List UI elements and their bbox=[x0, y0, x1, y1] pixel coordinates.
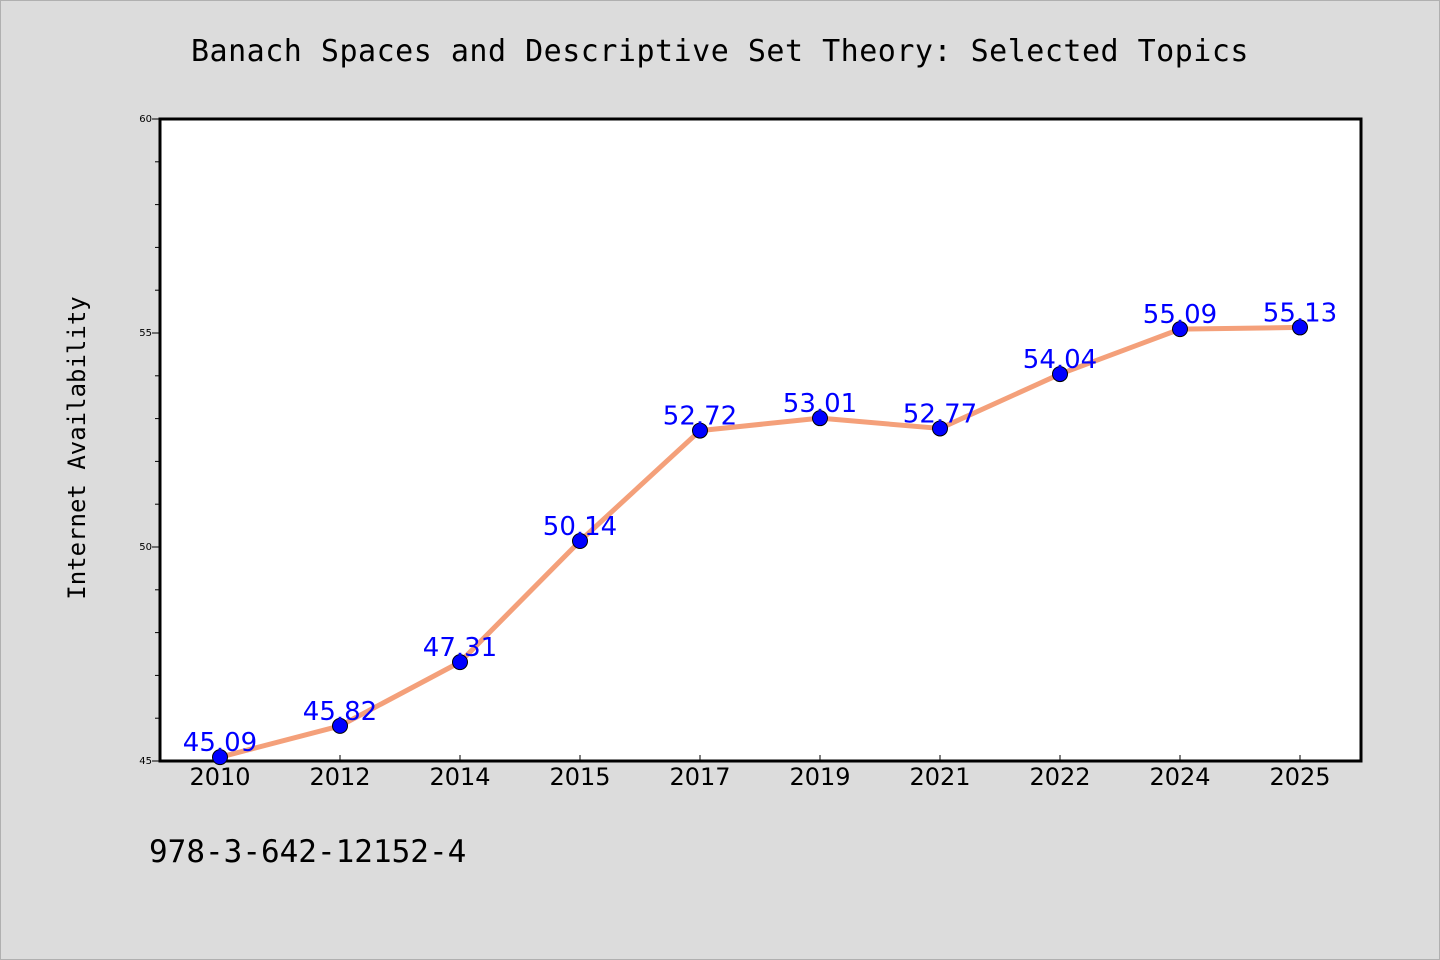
x-tick-label: 2015 bbox=[549, 763, 610, 791]
data-label: 52.77 bbox=[903, 399, 977, 429]
data-label: 52.72 bbox=[663, 402, 737, 432]
data-label: 55.09 bbox=[1143, 300, 1217, 330]
data-label: 54.04 bbox=[1023, 345, 1097, 375]
y-tick-label: 50 bbox=[139, 542, 152, 553]
x-tick-label: 2010 bbox=[189, 763, 250, 791]
y-axis: 45 50 55 60 bbox=[139, 114, 160, 767]
data-label: 45.09 bbox=[183, 728, 257, 758]
x-tick-label: 2014 bbox=[429, 763, 490, 791]
x-tick-label: 2017 bbox=[669, 763, 730, 791]
data-label: 50.14 bbox=[543, 512, 617, 542]
x-tick-label: 2024 bbox=[1149, 763, 1210, 791]
x-tick-label: 2025 bbox=[1269, 763, 1330, 791]
data-label: 47.31 bbox=[423, 633, 497, 663]
data-label: 45.82 bbox=[303, 697, 377, 727]
x-tick-label: 2022 bbox=[1029, 763, 1090, 791]
y-tick-label: 60 bbox=[139, 114, 152, 125]
data-label: 53.01 bbox=[783, 389, 857, 419]
x-tick-label: 2012 bbox=[309, 763, 370, 791]
x-tick-label: 2019 bbox=[789, 763, 850, 791]
x-tick-label: 2021 bbox=[909, 763, 970, 791]
y-tick-label: 45 bbox=[139, 756, 152, 767]
y-tick-label: 55 bbox=[139, 328, 152, 339]
footer-code: 978-3-642-12152-4 bbox=[149, 834, 466, 870]
plot-area bbox=[160, 119, 1361, 761]
y-axis-label: Internet Availability bbox=[63, 296, 91, 599]
data-label: 55.13 bbox=[1263, 298, 1337, 328]
